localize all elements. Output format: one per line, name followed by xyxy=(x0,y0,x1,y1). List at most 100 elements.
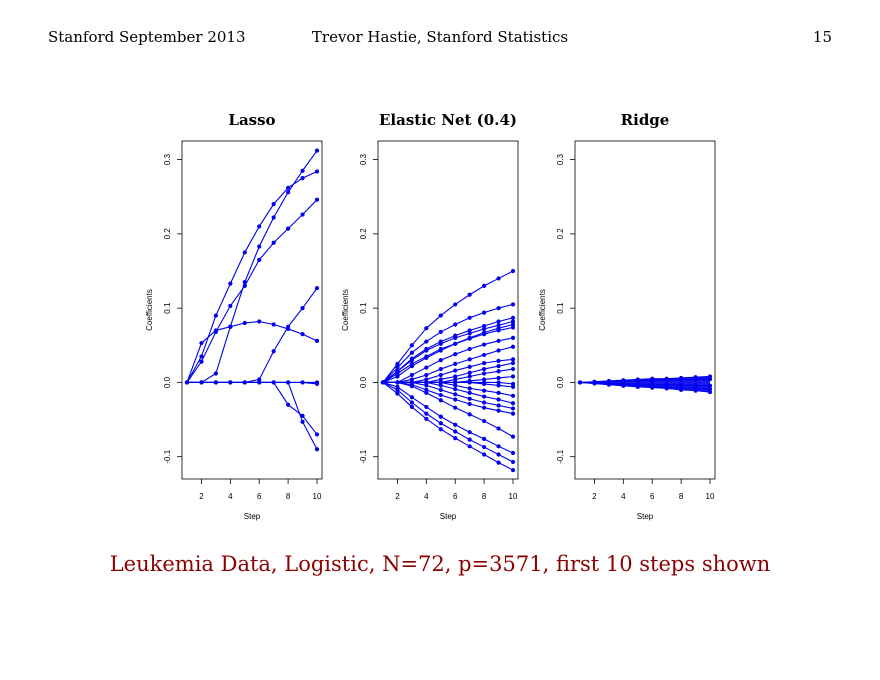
coefficient-path xyxy=(382,323,514,383)
coefficient-point xyxy=(510,401,516,406)
coefficient-point xyxy=(300,332,305,337)
coefficient-point xyxy=(496,306,501,311)
x-tick-label: 4 xyxy=(228,492,233,501)
x-tick-label: 10 xyxy=(313,492,322,501)
coefficient-point xyxy=(496,276,501,281)
coefficient-point xyxy=(438,421,443,426)
coefficient-point xyxy=(453,405,458,410)
y-tick-label: 0.0 xyxy=(163,376,172,388)
coefficient-point xyxy=(213,371,218,376)
coefficient-point xyxy=(467,380,472,385)
coefficient-point xyxy=(286,226,291,231)
coefficient-path xyxy=(382,381,514,454)
coefficient-point xyxy=(199,380,204,385)
coefficient-point xyxy=(438,358,443,363)
coefficient-point xyxy=(395,365,400,370)
coefficient-path xyxy=(579,375,711,383)
x-tick-label: 4 xyxy=(424,492,429,501)
coefficient-point xyxy=(453,436,458,441)
coefficient-point xyxy=(453,322,458,327)
coefficient-point xyxy=(482,366,487,372)
coefficient-point xyxy=(300,306,305,311)
coefficient-point xyxy=(510,467,516,473)
coefficient-path xyxy=(383,337,514,383)
coefficient-path xyxy=(383,381,514,404)
coefficient-point xyxy=(409,363,414,369)
coefficient-point xyxy=(496,380,501,385)
y-tick-label: 0.2 xyxy=(359,228,368,240)
coefficient-point xyxy=(314,285,320,291)
coefficient-point xyxy=(424,365,429,370)
coefficient-point xyxy=(650,385,655,390)
x-axis-label: Step xyxy=(637,512,654,521)
coefficient-point xyxy=(409,377,414,382)
coefficient-point xyxy=(300,413,305,418)
x-tick-label: 2 xyxy=(592,492,597,501)
coefficient-point xyxy=(664,378,669,383)
coefficient-point xyxy=(577,380,583,385)
coefficient-point xyxy=(213,380,218,385)
coefficient-point xyxy=(300,380,305,385)
coefficient-point xyxy=(314,169,320,174)
panel-title: Elastic Net (0.4) xyxy=(379,111,517,129)
coefficient-point xyxy=(453,397,458,402)
coefficient-point xyxy=(257,257,262,262)
coefficient-point xyxy=(496,403,501,408)
coefficient-point xyxy=(242,320,247,326)
page-number: 15 xyxy=(812,28,832,46)
coefficient-point xyxy=(424,348,429,353)
coefficient-point xyxy=(257,224,262,229)
coefficient-point xyxy=(482,371,487,376)
coefficient-point xyxy=(286,380,291,385)
coefficient-point xyxy=(510,381,516,387)
x-axis-label: Step xyxy=(440,512,457,521)
coefficient-point xyxy=(242,280,247,285)
coefficient-point xyxy=(453,352,458,357)
coefficient-point xyxy=(482,377,487,382)
panel-3: Ridge -0.1 0.0 0.1 0.2 0.3 2 4 6 8 10 Step Coefficie… xyxy=(538,111,716,521)
coefficient-path xyxy=(382,303,514,383)
coefficient-path xyxy=(382,317,514,383)
coefficient-point xyxy=(496,319,501,324)
coefficient-point xyxy=(467,430,472,435)
coefficient-point xyxy=(467,357,472,362)
coefficient-point xyxy=(409,358,414,363)
coefficient-point xyxy=(482,394,487,399)
coefficient-point xyxy=(496,363,501,369)
coefficient-point xyxy=(271,322,276,327)
y-tick-label: -0.1 xyxy=(163,449,172,463)
coefficient-point xyxy=(409,395,414,400)
coefficient-point xyxy=(453,335,458,340)
coefficient-point xyxy=(424,355,429,361)
coefficient-point xyxy=(242,380,247,385)
coefficient-path xyxy=(383,381,514,409)
coefficient-point xyxy=(453,341,458,346)
coefficient-point xyxy=(510,384,516,389)
coefficient-path xyxy=(579,378,711,383)
coefficient-point xyxy=(314,197,320,202)
coefficient-point xyxy=(482,361,487,366)
coefficient-point xyxy=(496,383,501,388)
coefficient-point xyxy=(496,358,501,363)
coefficient-point xyxy=(510,459,516,465)
coefficient-point xyxy=(482,332,487,337)
coefficient-point xyxy=(592,381,597,386)
slide-caption: Leukemia Data, Logistic, N=72, p=3571, f… xyxy=(109,552,771,576)
coefficient-point xyxy=(438,387,443,392)
coefficient-point xyxy=(482,452,487,457)
coefficient-point xyxy=(510,374,516,379)
coefficient-point xyxy=(453,374,458,379)
coefficient-point xyxy=(424,383,429,388)
coefficient-point xyxy=(467,412,472,417)
y-axis-label: Coefficients xyxy=(145,289,154,331)
coefficient-point xyxy=(424,339,429,344)
coefficient-point xyxy=(496,323,501,328)
coefficient-point xyxy=(438,348,443,353)
coefficient-point xyxy=(438,398,443,403)
coefficient-point xyxy=(496,397,501,402)
y-tick-label: -0.1 xyxy=(359,449,368,463)
coefficient-point xyxy=(257,244,262,249)
panel-title: Lasso xyxy=(228,111,275,129)
y-tick-label: 0.0 xyxy=(556,376,565,388)
coefficient-path xyxy=(383,381,514,438)
